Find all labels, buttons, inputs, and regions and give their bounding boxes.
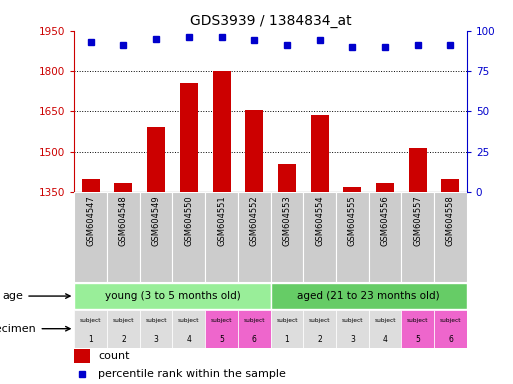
Text: 6: 6 — [252, 335, 256, 344]
Text: GSM604552: GSM604552 — [250, 195, 259, 246]
Bar — [140, 192, 172, 282]
Bar — [336, 310, 369, 348]
Text: 4: 4 — [383, 335, 387, 344]
Text: subject: subject — [145, 318, 167, 323]
Bar — [180, 83, 198, 384]
Bar — [270, 192, 303, 282]
Bar — [205, 310, 238, 348]
Text: count: count — [98, 351, 129, 361]
Bar — [303, 310, 336, 348]
Text: subject: subject — [342, 318, 363, 323]
Text: GSM604547: GSM604547 — [86, 195, 95, 247]
Bar — [311, 115, 329, 384]
Bar — [212, 71, 230, 384]
Text: GSM604553: GSM604553 — [283, 195, 291, 247]
Text: GSM604550: GSM604550 — [184, 195, 193, 246]
Text: GSM604558: GSM604558 — [446, 195, 455, 247]
Bar — [74, 349, 90, 363]
Bar — [238, 310, 271, 348]
Text: aged (21 to 23 months old): aged (21 to 23 months old) — [298, 291, 440, 301]
Text: subject: subject — [211, 318, 232, 323]
Bar — [245, 110, 263, 384]
Bar — [278, 164, 296, 384]
Text: 2: 2 — [121, 335, 126, 344]
Text: subject: subject — [80, 318, 102, 323]
Text: 4: 4 — [186, 335, 191, 344]
Bar — [107, 192, 140, 282]
Text: subject: subject — [309, 318, 330, 323]
Text: 1: 1 — [285, 335, 289, 344]
Text: specimen: specimen — [0, 324, 70, 334]
Bar — [238, 192, 271, 282]
Bar — [401, 310, 434, 348]
Bar — [409, 148, 427, 384]
Bar — [140, 310, 172, 348]
Text: 3: 3 — [350, 335, 355, 344]
Text: age: age — [3, 291, 70, 301]
Bar — [114, 183, 132, 384]
Text: GSM604555: GSM604555 — [348, 195, 357, 246]
Bar — [442, 179, 460, 384]
Bar — [172, 192, 205, 282]
Text: subject: subject — [178, 318, 200, 323]
Text: subject: subject — [244, 318, 265, 323]
Bar — [434, 192, 467, 282]
Text: subject: subject — [276, 318, 298, 323]
Text: 3: 3 — [154, 335, 159, 344]
Text: 2: 2 — [317, 335, 322, 344]
Bar — [172, 310, 205, 348]
Text: GSM604556: GSM604556 — [381, 195, 389, 247]
Text: 1: 1 — [88, 335, 93, 344]
Bar — [303, 192, 336, 282]
Title: GDS3939 / 1384834_at: GDS3939 / 1384834_at — [190, 14, 351, 28]
Bar — [74, 310, 107, 348]
Text: GSM604551: GSM604551 — [217, 195, 226, 246]
Bar — [376, 183, 394, 384]
Bar — [336, 192, 369, 282]
Bar — [74, 283, 270, 309]
Text: young (3 to 5 months old): young (3 to 5 months old) — [105, 291, 241, 301]
Bar — [270, 283, 467, 309]
Text: subject: subject — [374, 318, 396, 323]
Bar — [74, 192, 107, 282]
Text: GSM604548: GSM604548 — [119, 195, 128, 247]
Bar — [369, 192, 401, 282]
Text: 5: 5 — [416, 335, 420, 344]
Bar — [205, 192, 238, 282]
Bar — [343, 187, 361, 384]
Text: subject: subject — [113, 318, 134, 323]
Text: subject: subject — [407, 318, 428, 323]
Text: 5: 5 — [219, 335, 224, 344]
Bar — [147, 127, 165, 384]
Text: percentile rank within the sample: percentile rank within the sample — [98, 369, 286, 379]
Text: GSM604557: GSM604557 — [413, 195, 422, 247]
Bar — [82, 179, 100, 384]
Text: 6: 6 — [448, 335, 453, 344]
Text: GSM604549: GSM604549 — [152, 195, 161, 246]
Bar — [434, 310, 467, 348]
Bar — [270, 310, 303, 348]
Text: subject: subject — [440, 318, 461, 323]
Bar — [107, 310, 140, 348]
Bar — [401, 192, 434, 282]
Text: GSM604554: GSM604554 — [315, 195, 324, 246]
Bar — [369, 310, 401, 348]
